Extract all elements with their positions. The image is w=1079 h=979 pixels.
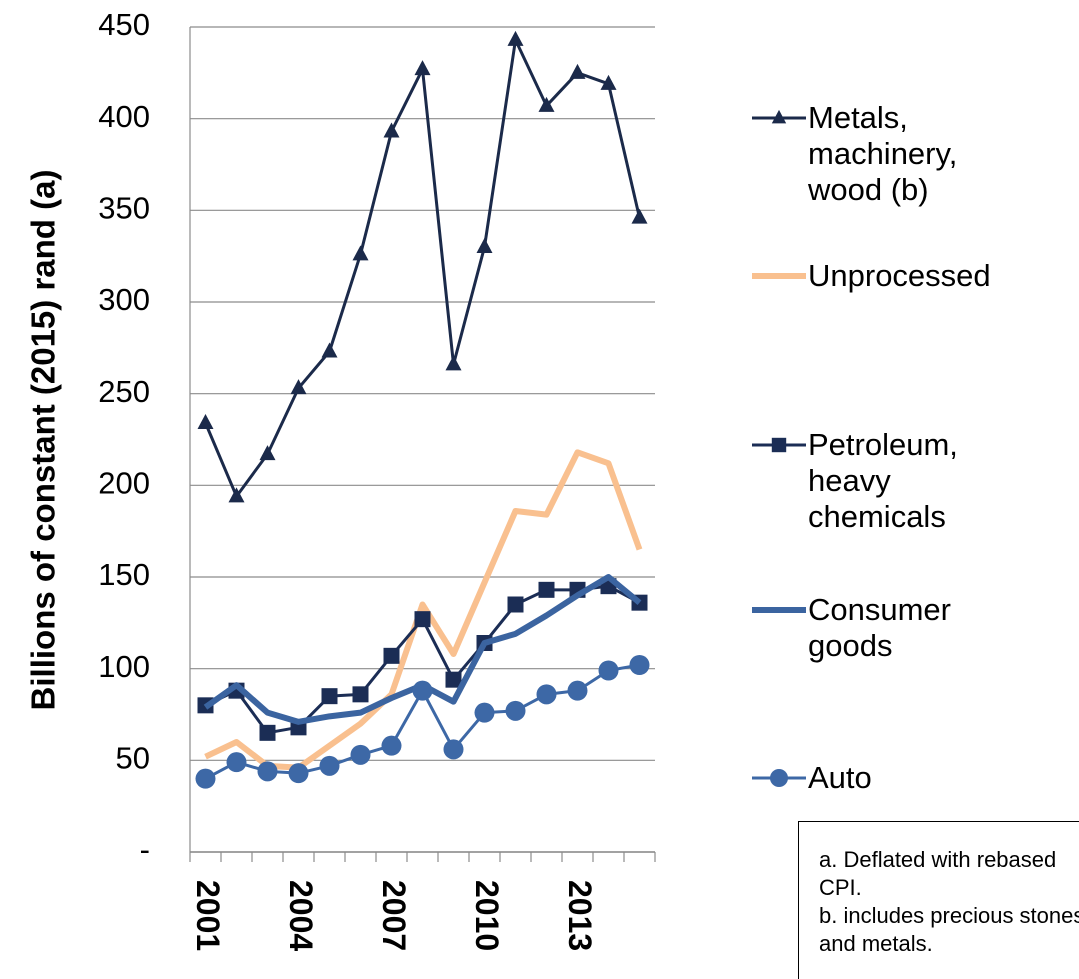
y-tick-label: 200 bbox=[98, 466, 150, 501]
marker bbox=[290, 379, 307, 395]
marker bbox=[197, 414, 214, 429]
y-tick-label: - bbox=[140, 832, 150, 867]
marker bbox=[257, 761, 278, 782]
marker bbox=[226, 752, 247, 773]
y-tick-label: 400 bbox=[98, 99, 150, 134]
marker bbox=[414, 611, 431, 628]
legend-label: Petroleum, heavy chemicals bbox=[808, 427, 958, 534]
marker bbox=[445, 671, 462, 688]
marker bbox=[445, 355, 462, 371]
marker bbox=[319, 755, 340, 776]
x-tick-label: 2010 bbox=[469, 880, 505, 951]
legend-item: Consumer goods bbox=[750, 592, 1010, 663]
series-line bbox=[204, 38, 641, 498]
legend-label: Consumer goods bbox=[808, 592, 951, 663]
marker bbox=[383, 647, 400, 664]
x-tick-label: 2013 bbox=[562, 880, 598, 951]
marker bbox=[414, 60, 431, 76]
y-tick-label: 300 bbox=[98, 282, 150, 317]
marker bbox=[770, 769, 788, 787]
y-tick-label: 150 bbox=[98, 557, 150, 592]
x-tick-label: 2004 bbox=[283, 880, 319, 951]
marker bbox=[598, 660, 619, 681]
marker bbox=[600, 74, 617, 90]
legend-item: Petroleum, heavy chemicals bbox=[750, 427, 1010, 534]
marker bbox=[381, 735, 402, 756]
y-tick-label: 250 bbox=[98, 374, 150, 409]
y-tick-label: 450 bbox=[98, 7, 150, 42]
marker bbox=[321, 342, 338, 358]
marker bbox=[350, 744, 371, 765]
legend-swatch bbox=[752, 273, 806, 279]
marker bbox=[476, 238, 493, 253]
marker bbox=[412, 680, 433, 701]
marker bbox=[507, 30, 524, 46]
legend-item: Unprocessed bbox=[750, 258, 1010, 302]
marker bbox=[536, 684, 557, 705]
marker bbox=[771, 437, 787, 453]
legend-item: Auto bbox=[750, 760, 1010, 804]
marker bbox=[629, 655, 650, 675]
marker bbox=[474, 702, 495, 723]
legend-label: Auto bbox=[808, 760, 872, 795]
annotation: a. Deflated with rebased CPI. bbox=[819, 847, 1057, 900]
note-box: a. Deflated with rebased CPI. b. includes… bbox=[798, 821, 1079, 979]
marker bbox=[288, 763, 309, 784]
marker bbox=[352, 245, 369, 261]
marker bbox=[569, 63, 586, 79]
marker bbox=[538, 581, 555, 598]
legend-swatch bbox=[752, 437, 806, 453]
marker bbox=[507, 596, 524, 613]
legend-label: Metals, machinery, wood (b) bbox=[808, 100, 958, 207]
marker bbox=[505, 700, 526, 721]
x-tick-label: 2007 bbox=[376, 880, 412, 951]
legend-swatch bbox=[752, 607, 806, 613]
y-tick-label: 50 bbox=[116, 741, 150, 776]
marker bbox=[195, 768, 216, 789]
y-tick-label: 100 bbox=[98, 649, 150, 684]
legend-swatch bbox=[752, 109, 806, 124]
y-tick-label: 350 bbox=[98, 191, 150, 226]
series-line bbox=[204, 449, 643, 771]
marker bbox=[567, 680, 588, 701]
annotation: b. includes precious stones and metals. bbox=[819, 903, 1079, 956]
legend-swatch bbox=[752, 769, 806, 787]
marker bbox=[443, 739, 464, 760]
marker bbox=[771, 109, 787, 124]
marker bbox=[352, 686, 369, 703]
marker bbox=[383, 122, 400, 138]
legend-item: Metals, machinery, wood (b) bbox=[750, 100, 1010, 207]
y-axis-title: Billions of constant (2015) rand (a) bbox=[25, 170, 62, 711]
marker bbox=[228, 487, 245, 503]
marker bbox=[631, 208, 648, 224]
marker bbox=[538, 96, 555, 112]
marker bbox=[259, 445, 276, 461]
x-tick-label: 2001 bbox=[190, 880, 226, 951]
legend-label: Unprocessed bbox=[808, 258, 991, 293]
marker bbox=[259, 724, 276, 741]
marker bbox=[321, 688, 338, 705]
